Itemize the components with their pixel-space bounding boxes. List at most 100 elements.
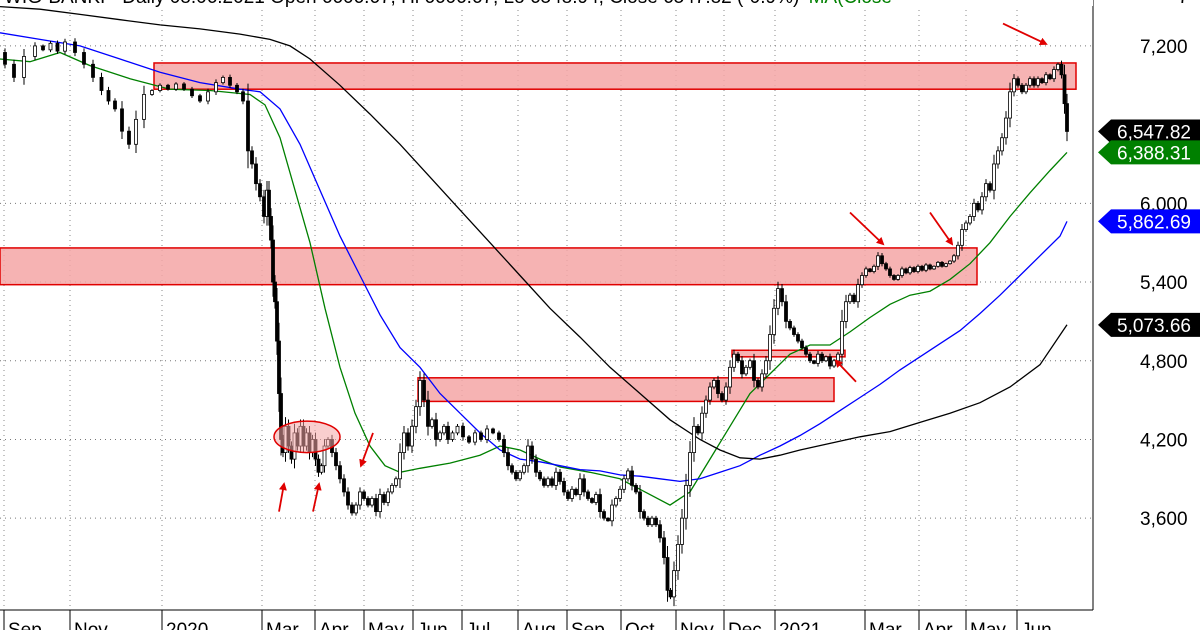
- candle-body: [756, 380, 760, 388]
- candle-body: [455, 425, 460, 434]
- candle-body: [728, 366, 732, 388]
- candle-body: [1000, 137, 1004, 152]
- x-tick-label: Mar: [869, 620, 902, 630]
- support-resistance-zones: [0, 62, 1077, 403]
- candle-body: [562, 481, 566, 493]
- candle-body: [752, 360, 756, 381]
- candle-body: [3, 52, 7, 65]
- annotation-arrow: [834, 359, 857, 383]
- candle-body: [808, 353, 812, 362]
- candle-body: [788, 320, 792, 329]
- candle-body: [235, 84, 239, 93]
- x-tick-label: Jul: [466, 620, 490, 630]
- candle-body: [461, 425, 465, 438]
- candle-body: [1012, 78, 1016, 93]
- candle-body: [980, 196, 984, 211]
- candle-body: [1020, 84, 1024, 93]
- candle-body: [574, 488, 578, 495]
- annotation-arrow: [1002, 22, 1048, 45]
- candle-body: [680, 517, 684, 545]
- candle-body: [390, 484, 394, 493]
- moving-average-line: [0, 51, 1068, 506]
- candle-body: [598, 494, 602, 513]
- candle-body: [996, 150, 1000, 165]
- candle-body: [665, 557, 670, 591]
- moving-average-line: [0, 32, 1068, 483]
- price-tag-background: [1098, 140, 1200, 165]
- candle-body: [422, 380, 426, 401]
- candle-body: [246, 100, 250, 152]
- candle-body: [976, 202, 980, 211]
- candle-body: [716, 380, 720, 394]
- candle-body: [692, 425, 696, 453]
- candle-body: [748, 360, 752, 368]
- candle-body: [1004, 117, 1008, 139]
- candle-body: [414, 406, 418, 427]
- candle-body: [800, 340, 804, 349]
- candle-body: [820, 353, 824, 362]
- candle-body: [334, 452, 338, 467]
- price-tags: 6,547.826,388.31 5,862.69 5,073.66: [1098, 119, 1200, 337]
- candle-body: [214, 82, 218, 93]
- y-tick-label: 5,400: [1140, 273, 1188, 294]
- candle-body: [848, 294, 852, 303]
- candle-body: [497, 432, 501, 440]
- candle-body: [908, 267, 912, 274]
- x-tick-label: May: [368, 620, 404, 630]
- candle-body: [860, 275, 864, 286]
- candle-body: [442, 425, 446, 434]
- candle-body: [816, 353, 820, 364]
- chart-header-ma: MA(Close: [809, 0, 892, 8]
- candle-body: [534, 458, 538, 473]
- candle-body: [812, 360, 816, 364]
- candle-body: [127, 130, 131, 145]
- candle-body: [554, 471, 558, 486]
- candle-body: [654, 517, 658, 526]
- candle-body: [190, 88, 194, 97]
- candle-body: [650, 517, 654, 526]
- price-tag-background: [1098, 119, 1200, 144]
- candle-body: [844, 301, 848, 322]
- candle-body: [578, 478, 582, 495]
- header-right-mark: 7: [1178, 0, 1189, 8]
- candle-body: [566, 491, 570, 499]
- candle-body: [840, 320, 844, 355]
- candle-body: [558, 471, 562, 482]
- candle-body: [450, 432, 455, 440]
- resistance-zone: [0, 247, 978, 286]
- x-tick-label: Sep: [571, 620, 605, 630]
- candle-body: [113, 100, 117, 110]
- x-tick-label: May: [970, 620, 1006, 630]
- candle-body: [22, 56, 26, 78]
- x-tick-label: Jun: [1021, 620, 1052, 630]
- candle-body: [610, 504, 614, 522]
- candle-body: [262, 196, 266, 217]
- price-tag: 6,547.82: [1098, 119, 1200, 144]
- candle-body: [586, 491, 590, 499]
- candle-body: [876, 255, 880, 267]
- candle-body: [91, 63, 95, 78]
- candle-body: [1036, 78, 1040, 86]
- candle-body: [1062, 74, 1067, 105]
- candle-body: [804, 347, 808, 355]
- candle-body: [418, 380, 422, 408]
- candle-body: [732, 353, 736, 368]
- candle-body: [342, 478, 346, 493]
- candle-body: [82, 52, 86, 65]
- candle-body: [48, 42, 53, 51]
- candle-body: [362, 491, 366, 499]
- price-tag: 5,862.69: [1098, 209, 1200, 234]
- candle-body: [542, 478, 546, 486]
- candle-body: [434, 419, 438, 440]
- candle-body: [502, 439, 506, 453]
- candle-body: [646, 517, 650, 526]
- candle-body: [658, 524, 662, 539]
- candle-body: [1052, 69, 1056, 80]
- candle-body: [696, 425, 700, 434]
- candle-body: [354, 504, 358, 514]
- candle-body: [880, 255, 884, 265]
- candle-body: [346, 491, 350, 506]
- candle-body: [120, 108, 124, 132]
- chart-header: WIG-BANKI - Daily 08.06.2021 Open 6606.6…: [4, 0, 892, 8]
- candle-body: [796, 334, 800, 342]
